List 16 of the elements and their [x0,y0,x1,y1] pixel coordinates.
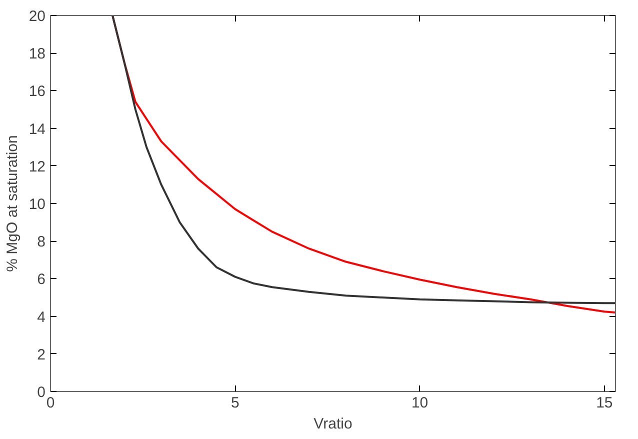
y-tick-label: 16 [28,83,46,100]
y-tick-label: 14 [28,120,46,138]
y-tick-label: 4 [37,308,46,326]
x-tick-label: 15 [596,394,613,412]
y-tick-label: 18 [28,46,46,63]
y-tick-label: 20 [28,8,46,25]
x-tick-label: 5 [230,394,240,412]
y-tick-label: 6 [37,271,46,288]
y-tick-label: 2 [37,346,46,364]
x-axis-title: Vratio [314,416,352,432]
y-tick-label: 8 [37,234,46,251]
y-tick-label: 12 [28,158,46,176]
y-tick-label: 0 [37,384,46,401]
x-tick-label: 10 [411,394,428,412]
y-axis-title: % MgO at saturation [4,135,21,272]
y-tick-label: 10 [28,196,46,213]
